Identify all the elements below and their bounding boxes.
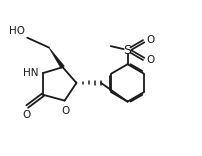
Text: HN: HN xyxy=(23,68,39,78)
Text: HO: HO xyxy=(9,26,25,36)
Polygon shape xyxy=(49,48,64,68)
Text: O: O xyxy=(146,35,154,45)
Text: S: S xyxy=(124,44,132,57)
Text: O: O xyxy=(146,55,154,65)
Text: O: O xyxy=(22,110,30,120)
Text: O: O xyxy=(61,106,70,116)
